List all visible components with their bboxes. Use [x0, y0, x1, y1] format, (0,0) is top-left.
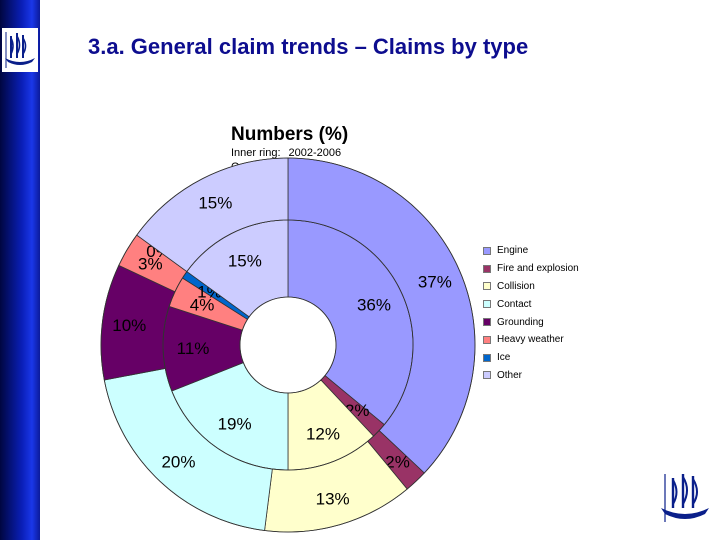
ring-border: [239, 296, 337, 394]
legend-swatch: [483, 264, 491, 273]
legend-swatch: [483, 353, 491, 362]
label-outer-contact: 20%: [161, 453, 195, 472]
legend-label: Collision: [497, 280, 535, 292]
legend-item: Ice: [483, 349, 579, 367]
legend-swatch: [483, 282, 491, 291]
legend-label: Contact: [497, 298, 532, 310]
label-inner-grounding: 11%: [177, 339, 210, 358]
label-outer-fire-and-explosion: 2%: [385, 453, 410, 472]
label-inner-heavy-weather: 4%: [190, 296, 215, 315]
inner-ring-caption: Inner ring: 2002-2006: [231, 146, 348, 160]
label-inner-engine: 36%: [357, 296, 391, 315]
inner-ring-label: Inner ring:: [231, 147, 281, 159]
legend-item: Heavy weather: [483, 331, 579, 349]
chart-title: Numbers (%): [231, 124, 349, 145]
slide-title: 3.a. General claim trends – Claims by ty…: [88, 34, 529, 59]
legend-swatch: [483, 300, 491, 309]
legend-item: Other: [483, 367, 579, 385]
legend-label: Ice: [497, 352, 511, 364]
legend-label: Other: [497, 369, 523, 381]
legend-item: Grounding: [483, 313, 579, 331]
legend-swatch: [483, 318, 491, 327]
chart-legend: Engine Fire and explosion Collision Contact…: [483, 242, 579, 384]
label-outer-other: 15%: [198, 193, 232, 212]
label-inner-collision: 12%: [306, 424, 340, 443]
legend-label: Heavy weather: [497, 334, 564, 346]
legend-label: Fire and explosion: [497, 263, 579, 275]
corner-logo-icon: [655, 470, 715, 528]
legend-label: Engine: [497, 245, 529, 257]
legend-item: Contact: [483, 295, 579, 313]
label-outer-grounding: 10%: [112, 316, 146, 335]
ring-border: [162, 219, 414, 471]
company-logo-icon: [2, 28, 38, 72]
inner-ring-period: 2002-2006: [288, 147, 342, 159]
legend-item: Collision: [483, 278, 579, 296]
legend-swatch: [483, 335, 491, 344]
legend-swatch: [483, 246, 491, 255]
label-outer-heavy-weather: 3%: [138, 255, 163, 274]
ring-border: [100, 157, 476, 533]
legend-swatch: [483, 371, 491, 380]
legend-label: Grounding: [497, 316, 544, 328]
label-inner-contact: 19%: [218, 415, 252, 434]
label-outer-collision: 13%: [316, 490, 350, 509]
legend-item: Engine: [483, 242, 579, 260]
label-inner-other: 15%: [228, 251, 262, 270]
sidebar-band: [0, 0, 40, 540]
label-outer-engine: 37%: [418, 272, 452, 291]
legend-item: Fire and explosion: [483, 260, 579, 278]
